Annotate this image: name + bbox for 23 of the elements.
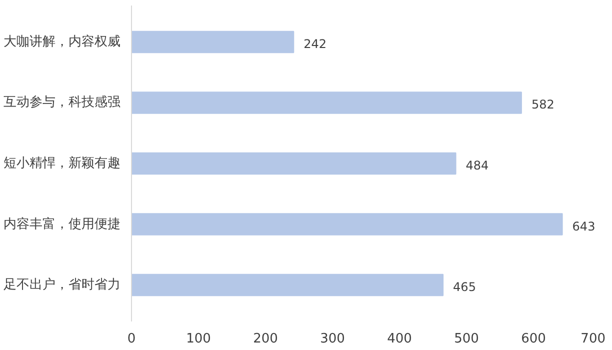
bar [132,152,456,175]
data-label: 643 [572,219,596,234]
data-label: 484 [466,158,489,172]
bar [132,213,563,236]
bar [132,92,522,114]
data-label: 465 [453,280,476,294]
x-tick-label: 200 [253,332,278,346]
x-tick-label: 600 [521,332,546,346]
bar [132,30,294,54]
data-label: 582 [531,98,554,112]
x-tick-label: 100 [186,332,211,346]
y-tick-label: 大咖讲解，内容权威 [4,33,120,50]
data-label: 242 [304,36,327,51]
x-tick-label: 0 [127,332,136,346]
bar [132,274,444,296]
x-tick-label: 400 [387,332,412,346]
x-tick-label: 700 [580,332,606,346]
x-tick-label: 500 [454,332,479,346]
y-tick-label: 短小精悍，新颖有趣 [4,156,120,171]
y-tick-label: 足不出户，省时省力 [4,278,120,293]
x-tick-label: 300 [320,332,345,346]
y-tick-label: 内容丰富，使用便捷 [4,216,120,232]
y-tick-label: 互动参与，科技感强 [4,95,120,110]
